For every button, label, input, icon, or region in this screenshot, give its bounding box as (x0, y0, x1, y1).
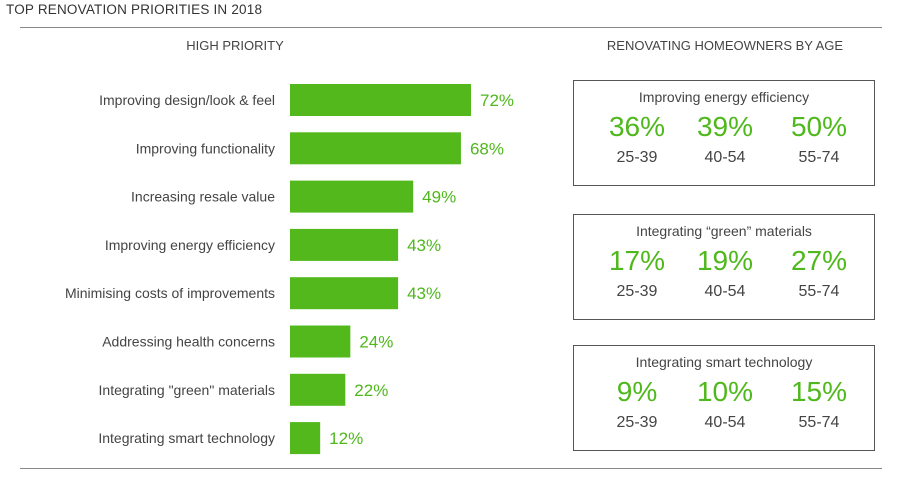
value-label: 24% (359, 333, 393, 352)
age-percentage: 17% (608, 245, 666, 276)
value-label: 12% (329, 429, 363, 448)
value-label: 68% (470, 139, 504, 158)
panel-title: Integrating smart technology (635, 354, 813, 370)
right-section-heading: RENOVATING HOMEOWNERS BY AGE (606, 38, 844, 53)
left-section-heading: HIGH PRIORITY (186, 38, 284, 53)
category-label: Integrating smart technology (98, 430, 275, 446)
age-range-label: 55-74 (798, 283, 840, 300)
bottom-divider (20, 468, 882, 469)
category-label: Integrating "green" materials (99, 382, 275, 398)
age-range-label: 55-74 (798, 414, 840, 431)
panel-title: Integrating “green” materials (636, 223, 812, 239)
category-label: Improving functionality (136, 140, 275, 156)
category-label: Improving design/look & feel (99, 92, 275, 108)
age-percentage: 36% (608, 111, 666, 142)
age-panel: Improving energy efficiency 36% 25-39 39% 40… (573, 80, 875, 186)
category-label: Increasing resale value (131, 189, 275, 205)
age-range-label: 25-39 (616, 149, 658, 166)
age-range-label: 55-74 (798, 149, 840, 166)
bar (290, 325, 351, 358)
top-divider (20, 27, 882, 28)
category-label: Addressing health concerns (102, 334, 275, 350)
age-percentage: 39% (696, 111, 754, 142)
category-label: Improving energy efficiency (105, 237, 275, 253)
age-range-label: 40-54 (704, 283, 746, 300)
age-percentage: 15% (790, 376, 848, 407)
age-percentage: 50% (790, 111, 848, 142)
bar (290, 228, 399, 261)
age-percentage: 27% (790, 245, 848, 276)
value-label: 49% (422, 188, 456, 207)
bar (290, 277, 399, 310)
bar (290, 132, 461, 165)
bar (290, 180, 414, 213)
age-range-label: 25-39 (616, 414, 658, 431)
age-percentage: 9% (616, 376, 658, 407)
panel-title: Improving energy efficiency (638, 89, 810, 105)
age-percentage: 10% (696, 376, 754, 407)
value-label: 22% (354, 381, 388, 400)
age-range-label: 25-39 (616, 283, 658, 300)
value-label: 43% (407, 236, 441, 255)
age-range-label: 40-54 (704, 149, 746, 166)
age-panel: Integrating smart technology 9% 25-39 10% 40… (573, 345, 875, 451)
bar (290, 422, 321, 455)
age-range-label: 40-54 (704, 414, 746, 431)
chart-title: TOP RENOVATION PRIORITIES IN 2018 (6, 2, 263, 17)
bar (290, 373, 346, 406)
age-percentage: 19% (696, 245, 754, 276)
category-label: Minimising costs of improvements (65, 285, 275, 301)
bar (290, 84, 471, 116)
value-label: 72% (480, 91, 514, 110)
age-panel: Integrating “green” materials 17% 25-39 19%… (573, 214, 875, 320)
value-label: 43% (407, 284, 441, 303)
